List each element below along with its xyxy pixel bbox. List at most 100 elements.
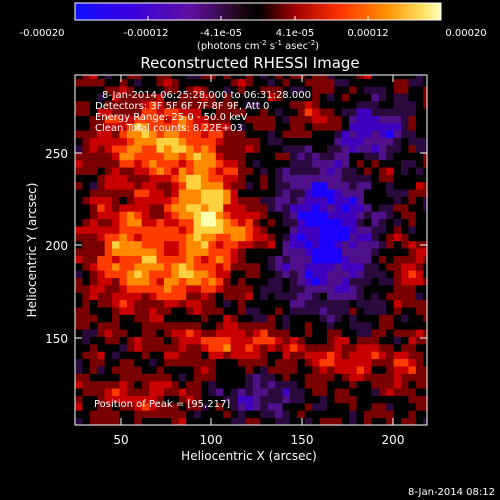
heatmap-cell [342, 101, 350, 109]
heatmap-cell [290, 79, 298, 87]
heatmap-cell [164, 145, 172, 153]
heatmap-cell [171, 388, 179, 396]
heatmap-cell [179, 366, 187, 374]
heatmap-cell [357, 130, 365, 138]
heatmap-cell [223, 197, 231, 205]
heatmap-cell [386, 138, 394, 146]
heatmap-cell [208, 197, 216, 205]
heatmap-cell [186, 388, 194, 396]
heatmap-cell [312, 123, 320, 131]
heatmap-cell [408, 233, 416, 241]
heatmap-cell [157, 373, 165, 381]
heatmap-cell [82, 93, 90, 101]
heatmap-cell [208, 418, 216, 426]
heatmap-cell [253, 388, 261, 396]
heatmap-cell [238, 344, 246, 352]
heatmap-cell [75, 278, 83, 286]
heatmap-cell [268, 285, 276, 293]
heatmap-cell [260, 396, 268, 404]
heatmap-cell [357, 197, 365, 205]
heatmap-cell [142, 174, 150, 182]
heatmap-cell [268, 233, 276, 241]
heatmap-cell [386, 344, 394, 352]
heatmap-cell [216, 329, 224, 337]
heatmap-cell [342, 256, 350, 264]
heatmap-cell [75, 116, 83, 124]
heatmap-cell [394, 366, 402, 374]
heatmap-cell [312, 226, 320, 234]
heatmap-cell [334, 270, 342, 278]
heatmap-cell [305, 152, 313, 160]
heatmap-cell [408, 248, 416, 256]
heatmap-cell [223, 329, 231, 337]
heatmap-cell [171, 329, 179, 337]
heatmap-cell [194, 226, 202, 234]
heatmap-cell [364, 233, 372, 241]
heatmap-cell [408, 307, 416, 315]
heatmap-cell [379, 410, 387, 418]
heatmap-cell [186, 138, 194, 146]
heatmap-cell [186, 359, 194, 367]
heatmap-cell [157, 233, 165, 241]
heatmap-cell [327, 116, 335, 124]
heatmap-cell [320, 270, 328, 278]
heatmap-cell [194, 241, 202, 249]
heatmap-cell [231, 285, 239, 293]
heatmap-cell [394, 138, 402, 146]
heatmap-cell [268, 167, 276, 175]
heatmap-cell [194, 138, 202, 146]
heatmap-cell [82, 197, 90, 205]
heatmap-cell [386, 219, 394, 227]
heatmap-cell [327, 211, 335, 219]
heatmap-cell [349, 292, 357, 300]
heatmap-cell [194, 189, 202, 197]
heatmap-cell [186, 381, 194, 389]
heatmap-cell [216, 344, 224, 352]
heatmap-cell [119, 189, 127, 197]
heatmap-cell [149, 241, 157, 249]
heatmap-cell [379, 396, 387, 404]
heatmap-cell [142, 292, 150, 300]
heatmap-cell [290, 116, 298, 124]
heatmap-cell [320, 116, 328, 124]
heatmap-cell [275, 123, 283, 131]
heatmap-cell [90, 410, 98, 418]
heatmap-cell [112, 204, 120, 212]
heatmap-cell [112, 211, 120, 219]
heatmap-cell [253, 204, 261, 212]
heatmap-cell [327, 93, 335, 101]
heatmap-cell [253, 270, 261, 278]
heatmap-cell [386, 211, 394, 219]
heatmap-cell [201, 359, 209, 367]
heatmap-cell [97, 138, 105, 146]
heatmap-cell [260, 307, 268, 315]
heatmap-cell [342, 396, 350, 404]
heatmap-cell [201, 410, 209, 418]
heatmap-cell [416, 116, 424, 124]
heatmap-cell [349, 108, 357, 116]
heatmap-cell [238, 248, 246, 256]
heatmap-cell [305, 322, 313, 330]
heatmap-cell [216, 307, 224, 315]
heatmap-cell [238, 174, 246, 182]
heatmap-cell [268, 248, 276, 256]
heatmap-cell [105, 314, 113, 322]
heatmap-cell [142, 182, 150, 190]
heatmap-cell [394, 241, 402, 249]
heatmap-cell [105, 359, 113, 367]
heatmap-cell [194, 285, 202, 293]
heatmap-cell [386, 248, 394, 256]
heatmap-cell [342, 167, 350, 175]
heatmap-cell [179, 410, 187, 418]
heatmap-cell [75, 160, 83, 168]
heatmap-cell [238, 270, 246, 278]
heatmap-cell [342, 410, 350, 418]
heatmap-cell [290, 226, 298, 234]
heatmap-cell [216, 189, 224, 197]
heatmap-cell [371, 93, 379, 101]
heatmap-cell [364, 152, 372, 160]
heatmap-cell [112, 285, 120, 293]
heatmap-cell [334, 211, 342, 219]
heatmap-cell [186, 270, 194, 278]
heatmap-cell [171, 322, 179, 330]
